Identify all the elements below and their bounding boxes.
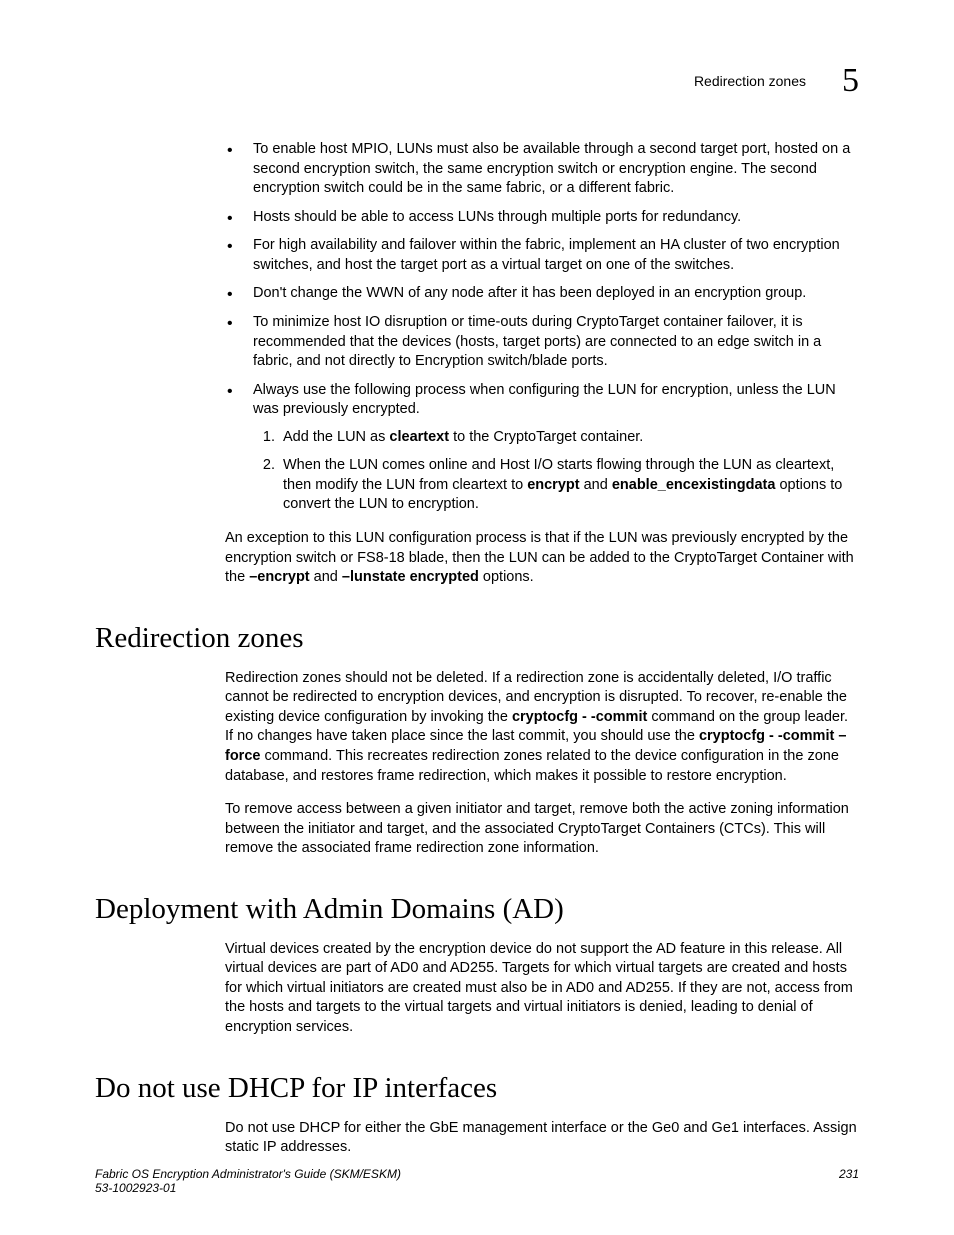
step-text: Add the LUN as bbox=[283, 429, 389, 445]
para-text: and bbox=[310, 569, 342, 585]
step-item: When the LUN comes online and Host I/O s… bbox=[279, 456, 859, 515]
bullet-item: Always use the following process when co… bbox=[225, 381, 859, 515]
section-heading: Redirection zones bbox=[95, 622, 859, 655]
exception-paragraph: An exception to this LUN configuration p… bbox=[225, 529, 859, 588]
bold-term: cryptocfg bbox=[699, 728, 769, 744]
body-paragraph: Redirection zones should not be deleted.… bbox=[225, 669, 859, 786]
step-text: to the CryptoTarget container. bbox=[449, 429, 643, 445]
bold-term: enable_encexistingdata bbox=[612, 477, 776, 493]
step-text: and bbox=[580, 477, 612, 493]
bold-term: cryptocfg bbox=[512, 709, 582, 725]
body-paragraph: Virtual devices created by the encryptio… bbox=[225, 940, 859, 1038]
page: Redirection zones 5 To enable host MPIO,… bbox=[0, 0, 954, 1235]
bold-term: encrypt bbox=[527, 477, 579, 493]
footer-docnum: 53-1002923-01 bbox=[95, 1181, 859, 1195]
footer-line: Fabric OS Encryption Administrator's Gui… bbox=[95, 1167, 859, 1181]
bullet-item: To minimize host IO disruption or time-o… bbox=[225, 313, 859, 372]
bold-term: cleartext bbox=[389, 429, 449, 445]
bold-term: - -commit bbox=[582, 709, 647, 725]
bullet-item: To enable host MPIO, LUNs must also be a… bbox=[225, 140, 859, 199]
body-paragraph: Do not use DHCP for either the GbE manag… bbox=[225, 1119, 859, 1158]
page-footer: Fabric OS Encryption Administrator's Gui… bbox=[95, 1167, 859, 1195]
ordered-steps: Add the LUN as cleartext to the CryptoTa… bbox=[253, 428, 859, 515]
step-item: Add the LUN as cleartext to the CryptoTa… bbox=[279, 428, 859, 448]
footer-page: 231 bbox=[839, 1167, 859, 1181]
section-heading: Do not use DHCP for IP interfaces bbox=[95, 1072, 859, 1105]
content-area: To enable host MPIO, LUNs must also be a… bbox=[95, 140, 859, 1172]
bullet-text: Always use the following process when co… bbox=[253, 382, 836, 418]
bold-term: –encrypt bbox=[249, 569, 309, 585]
running-header: Redirection zones 5 bbox=[694, 62, 859, 100]
bullet-item: Hosts should be able to access LUNs thro… bbox=[225, 208, 859, 228]
bullet-item: Don't change the WWN of any node after i… bbox=[225, 284, 859, 304]
footer-title: Fabric OS Encryption Administrator's Gui… bbox=[95, 1167, 401, 1181]
bullet-list: To enable host MPIO, LUNs must also be a… bbox=[225, 140, 859, 515]
para-text: options. bbox=[479, 569, 534, 585]
section-heading: Deployment with Admin Domains (AD) bbox=[95, 893, 859, 926]
header-label: Redirection zones bbox=[694, 73, 806, 89]
para-text: command. This recreates redirection zone… bbox=[225, 748, 839, 784]
bullet-item: For high availability and failover withi… bbox=[225, 236, 859, 275]
body-paragraph: To remove access between a given initiat… bbox=[225, 800, 859, 859]
chapter-number: 5 bbox=[842, 62, 859, 100]
bold-term: –lunstate encrypted bbox=[342, 569, 479, 585]
